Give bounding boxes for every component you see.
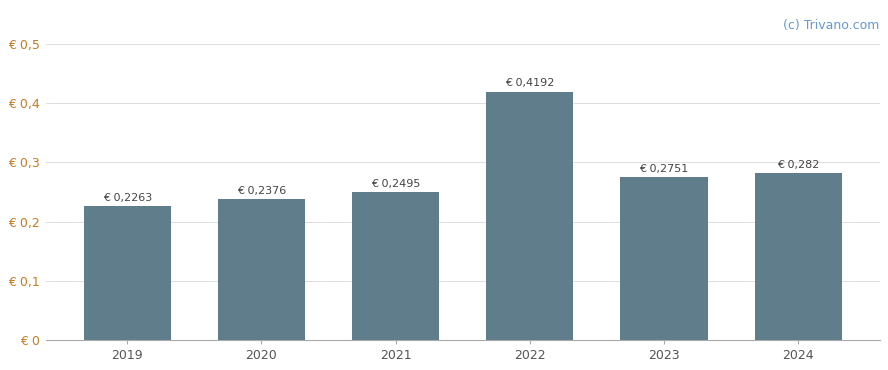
Bar [218, 199, 305, 340]
Bar [83, 206, 170, 340]
Text: € 0,282: € 0,282 [777, 159, 820, 169]
Text: (c) Trivano.com: (c) Trivano.com [783, 19, 880, 32]
Text: € 0,2263: € 0,2263 [103, 192, 152, 203]
Bar [621, 177, 708, 340]
Text: € 0,2376: € 0,2376 [237, 186, 286, 196]
Text: € 0,2751: € 0,2751 [639, 164, 688, 174]
Bar [352, 192, 440, 340]
Bar [487, 92, 574, 340]
Text: € 0,4192: € 0,4192 [505, 78, 554, 88]
Text: € 0,2495: € 0,2495 [371, 179, 420, 189]
Bar [755, 173, 842, 340]
